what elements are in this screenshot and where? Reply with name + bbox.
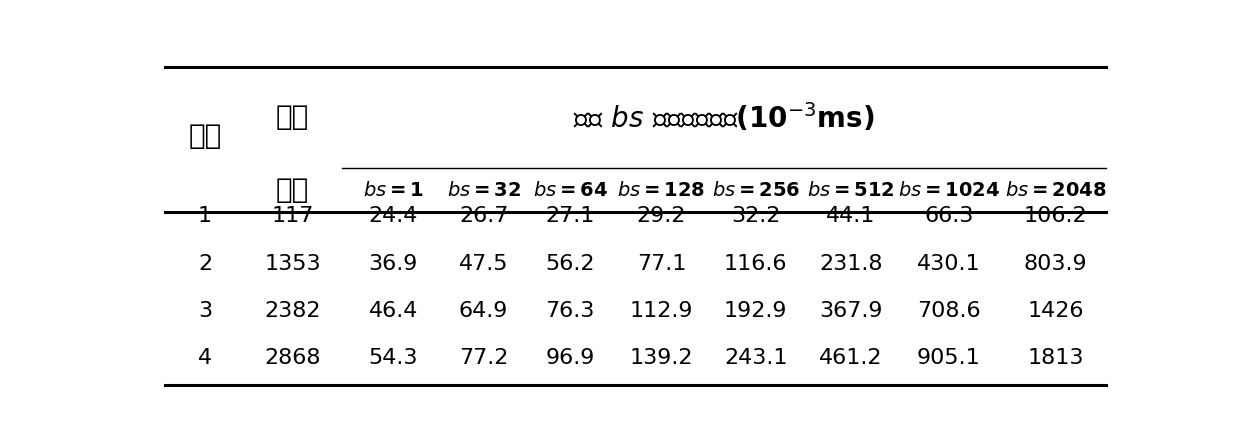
- Text: 27.1: 27.1: [546, 206, 595, 226]
- Text: 77.1: 77.1: [637, 254, 686, 274]
- Text: 26.7: 26.7: [459, 206, 508, 226]
- Text: 76.3: 76.3: [546, 301, 595, 321]
- Text: 3: 3: [198, 301, 212, 321]
- Text: 1426: 1426: [1027, 301, 1084, 321]
- Text: 32.2: 32.2: [730, 206, 780, 226]
- Text: 不同 $\mathit{bs}$ 下的计算时间(10$^{-3}$ms): 不同 $\mathit{bs}$ 下的计算时间(10$^{-3}$ms): [573, 101, 875, 134]
- Text: 56.2: 56.2: [546, 254, 595, 274]
- Text: 算例: 算例: [188, 122, 222, 150]
- Text: $\mathbf{\mathit{bs}}$$\mathbf{=64}$: $\mathbf{\mathit{bs}}$$\mathbf{=64}$: [533, 181, 608, 199]
- Text: 2868: 2868: [264, 348, 321, 368]
- Text: 112.9: 112.9: [630, 301, 693, 321]
- Text: 矩阵: 矩阵: [275, 103, 309, 131]
- Text: 430.1: 430.1: [916, 254, 981, 274]
- Text: $\mathbf{\mathit{bs}}$$\mathbf{=128}$: $\mathbf{\mathit{bs}}$$\mathbf{=128}$: [618, 181, 706, 199]
- Text: $\mathbf{\mathit{bs}}$$\mathbf{=32}$: $\mathbf{\mathit{bs}}$$\mathbf{=32}$: [446, 181, 521, 199]
- Text: 231.8: 231.8: [818, 254, 883, 274]
- Text: 192.9: 192.9: [724, 301, 787, 321]
- Text: 243.1: 243.1: [724, 348, 787, 368]
- Text: 106.2: 106.2: [1024, 206, 1087, 226]
- Text: 29.2: 29.2: [637, 206, 686, 226]
- Text: 803.9: 803.9: [1024, 254, 1087, 274]
- Text: 461.2: 461.2: [818, 348, 883, 368]
- Text: 44.1: 44.1: [826, 206, 875, 226]
- Text: 905.1: 905.1: [916, 348, 981, 368]
- Text: 46.4: 46.4: [368, 301, 418, 321]
- Text: 1: 1: [198, 206, 212, 226]
- Text: 2: 2: [198, 254, 212, 274]
- Text: 117: 117: [272, 206, 314, 226]
- Text: $\mathbf{\mathit{bs}}$$\mathbf{=512}$: $\mathbf{\mathit{bs}}$$\mathbf{=512}$: [807, 181, 894, 199]
- Text: $\mathbf{\mathit{bs}}$$\mathbf{=256}$: $\mathbf{\mathit{bs}}$$\mathbf{=256}$: [712, 181, 800, 199]
- Text: 66.3: 66.3: [924, 206, 973, 226]
- Text: 24.4: 24.4: [368, 206, 418, 226]
- Text: 367.9: 367.9: [818, 301, 883, 321]
- Text: 116.6: 116.6: [724, 254, 787, 274]
- Text: 54.3: 54.3: [368, 348, 418, 368]
- Text: 1813: 1813: [1027, 348, 1084, 368]
- Text: 2382: 2382: [264, 301, 321, 321]
- Text: 77.2: 77.2: [459, 348, 508, 368]
- Text: 708.6: 708.6: [916, 301, 981, 321]
- Text: 47.5: 47.5: [459, 254, 508, 274]
- Text: $\mathbf{\mathit{bs}}$$\mathbf{=2048}$: $\mathbf{\mathit{bs}}$$\mathbf{=2048}$: [1004, 181, 1106, 199]
- Text: $\mathbf{\mathit{bs}}$$\mathbf{=1}$: $\mathbf{\mathit{bs}}$$\mathbf{=1}$: [363, 181, 424, 199]
- Text: 36.9: 36.9: [368, 254, 418, 274]
- Text: 139.2: 139.2: [630, 348, 693, 368]
- Text: 4: 4: [198, 348, 212, 368]
- Text: $\mathbf{\mathit{bs}}$$\mathbf{=1024}$: $\mathbf{\mathit{bs}}$$\mathbf{=1024}$: [898, 181, 999, 199]
- Text: 96.9: 96.9: [546, 348, 595, 368]
- Text: 64.9: 64.9: [459, 301, 508, 321]
- Text: 1353: 1353: [264, 254, 321, 274]
- Text: 维数: 维数: [275, 176, 309, 204]
